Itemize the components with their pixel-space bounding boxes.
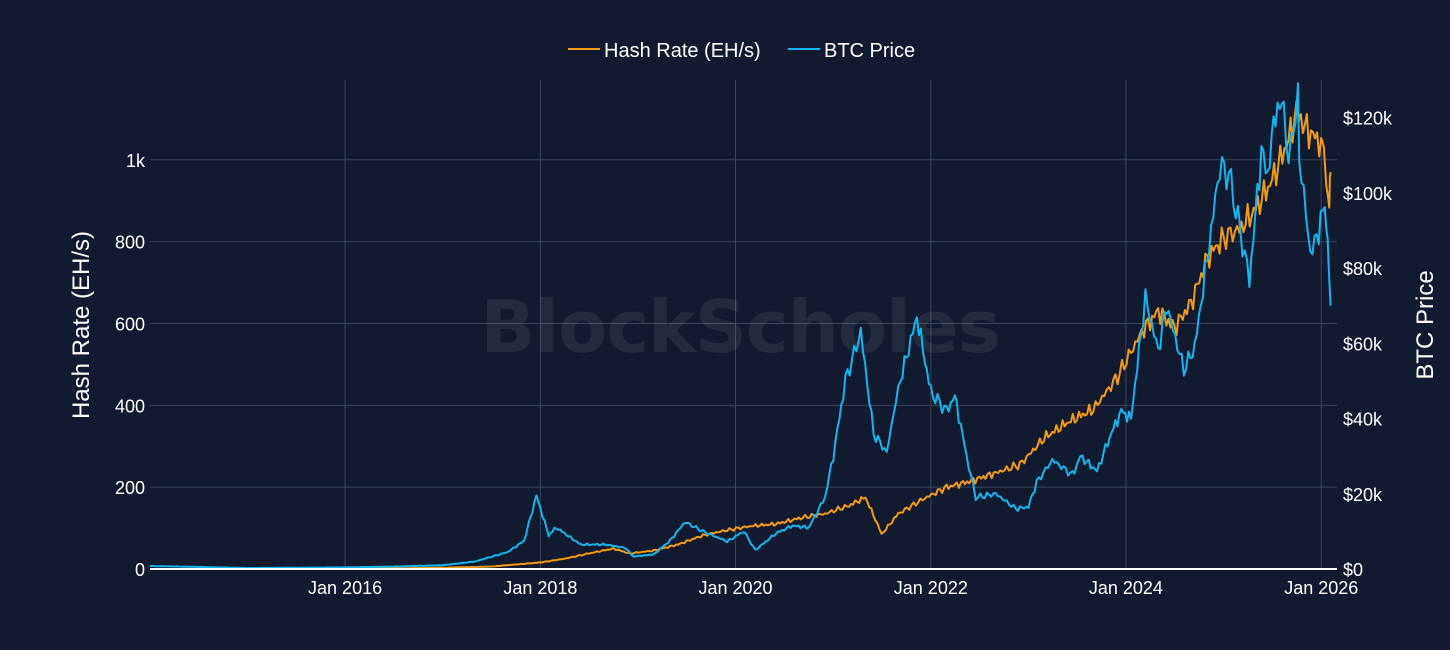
- x-tick-label: Jan 2020: [698, 578, 772, 598]
- y-left-tick-label: 1k: [126, 151, 146, 171]
- x-axis: Jan 2016 Jan 2018 Jan 2020 Jan 2022 Jan 2024…: [150, 568, 1358, 598]
- y-axis-right-title: BTC Price: [1412, 270, 1439, 379]
- legend-item-hash-rate[interactable]: Hash Rate (EH/s): [604, 40, 761, 62]
- y-right-tick-label: $0: [1343, 560, 1363, 580]
- y-axis-right: $0 $20k $40k $60k $80k $100k $120k: [1343, 109, 1393, 580]
- x-tick-label: Jan 2026: [1284, 578, 1358, 598]
- x-tick-label: Jan 2016: [308, 578, 382, 598]
- y-right-tick-label: $60k: [1343, 334, 1383, 354]
- y-left-tick-label: 600: [115, 314, 145, 334]
- y-right-tick-label: $40k: [1343, 410, 1383, 430]
- y-left-tick-label: 400: [115, 396, 145, 416]
- y-right-tick-label: $20k: [1343, 485, 1383, 505]
- watermark: BlockScholes: [480, 285, 999, 369]
- x-tick-label: Jan 2018: [503, 578, 577, 598]
- y-axis-left: 0 200 400 600 800 1k: [115, 151, 146, 580]
- legend[interactable]: Hash Rate (EH/s) BTC Price: [568, 40, 915, 62]
- x-tick-label: Jan 2022: [894, 578, 968, 598]
- y-right-tick-label: $100k: [1343, 184, 1393, 204]
- series-btc-price-line: [150, 82, 1332, 570]
- y-left-tick-label: 800: [115, 233, 145, 253]
- y-axis-left-title: Hash Rate (EH/s): [68, 231, 95, 419]
- x-tick-label: Jan 2024: [1089, 578, 1163, 598]
- y-right-tick-label: $120k: [1343, 109, 1393, 129]
- legend-item-btc-price[interactable]: BTC Price: [824, 40, 915, 62]
- grid-lines: [150, 80, 1337, 569]
- y-right-tick-label: $80k: [1343, 259, 1383, 279]
- y-left-tick-label: 200: [115, 478, 145, 498]
- y-left-tick-label: 0: [135, 560, 145, 580]
